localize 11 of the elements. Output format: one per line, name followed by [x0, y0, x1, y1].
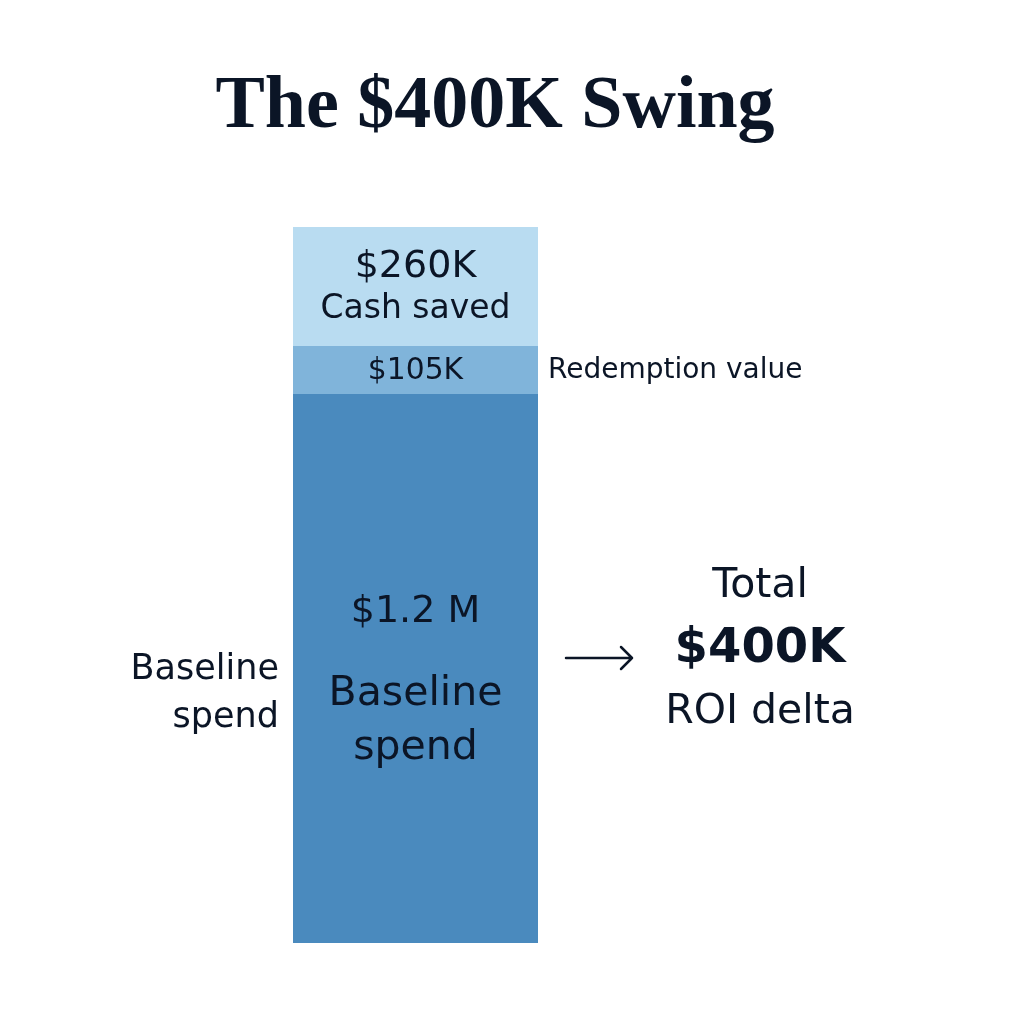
text: $400K: [674, 617, 848, 673]
data-label: $260K: [354, 242, 478, 287]
series-label: Baseline spend: [130, 647, 279, 736]
data-label: $1.2 M: [350, 587, 481, 632]
chart-title: The $400K Swing: [215, 61, 775, 143]
data-label: $105K: [367, 350, 465, 386]
text: Total: [711, 559, 808, 607]
text: Baseline spend: [328, 667, 503, 770]
text: ROI delta: [665, 685, 855, 733]
series-label: Redemption value: [548, 351, 803, 385]
series-label: Cash saved: [320, 287, 511, 327]
